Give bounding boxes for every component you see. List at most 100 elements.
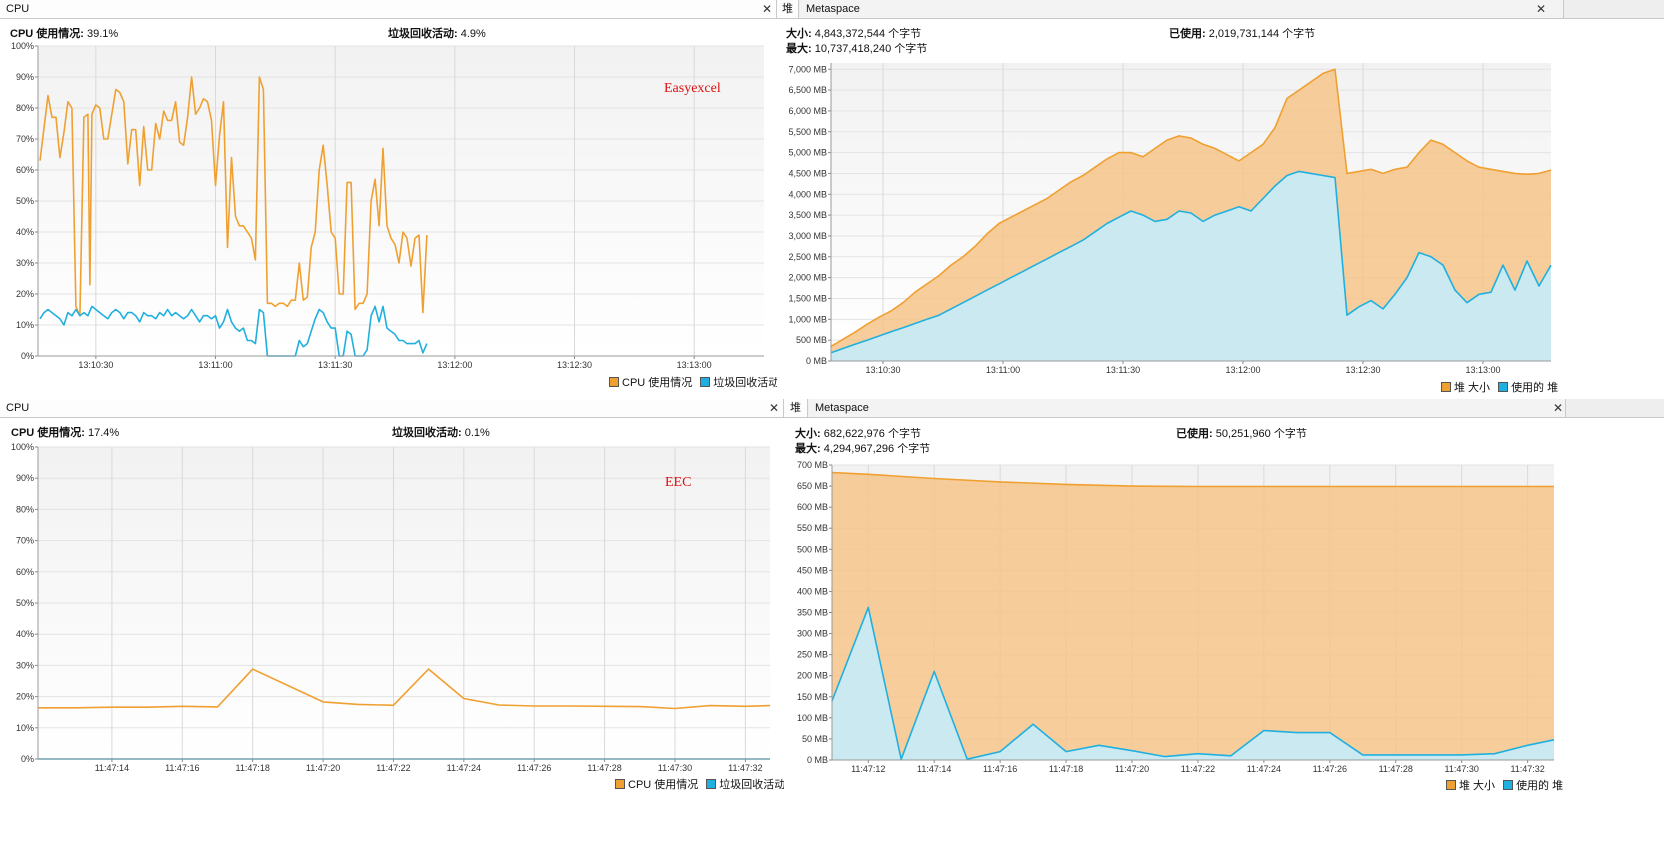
y-tick-label: 2,000 MB [788,273,827,283]
tab-cpu[interactable]: CPU [0,399,784,417]
x-tick-label: 11:47:20 [306,763,340,773]
tab-metaspace[interactable]: Metaspace [800,0,1564,18]
close-icon[interactable]: ✕ [1552,401,1564,415]
y-tick-label: 0% [21,351,34,361]
x-tick-label: 11:47:16 [165,763,199,773]
x-tick-label: 11:47:18 [235,763,269,773]
cpu-usage-stat: CPU 使用情况: 39.1% [10,27,118,42]
series-line [831,471,1554,488]
x-tick-label: 13:11:30 [318,360,352,370]
y-tick-label: 0% [21,754,34,764]
cpu-usage-value: 39.1% [87,28,119,40]
heap-panel-bottom: 堆 Metaspace ✕ 大小: 682,622,976 个字节 最大: 4,… [784,399,1664,849]
heap-used-label: 已使用: [1169,28,1206,40]
y-tick-label: 350 MB [797,608,828,618]
legend-swatch-gc [700,377,711,387]
x-tick-label: 13:11:00 [986,365,1020,375]
x-tick-label: 11:47:14 [917,764,951,774]
x-tick-label: 11:47:28 [1379,764,1413,774]
x-tick-label: 13:12:00 [437,360,472,370]
heap-chart-top: 0 MB 500 MB 1,000 MB 1,500 MB 2,000 MB 2,500 … [788,63,1552,375]
x-tick-label: 11:47:26 [1313,764,1347,774]
heap-chart-bottom: 0 MB 50 MB 100 MB 150 MB 200 MB 250 MB 300 MB 3… [797,460,1555,774]
y-tick-label: 0 MB [807,755,828,765]
y-tick-label: 30% [16,258,34,268]
y-tick-label: 3,000 MB [788,231,827,241]
y-tick-label: 4,000 MB [788,189,827,199]
legend-item-heap-used: 使用的 堆 [1503,777,1563,793]
x-tick-label: 13:13:00 [677,360,712,370]
y-tick-label: 5,000 MB [788,148,827,158]
y-tick-label: 2,500 MB [788,252,827,262]
tab-heap[interactable]: 堆 [777,0,799,18]
x-tick-label: 13:10:30 [865,365,900,375]
y-tick-label: 450 MB [797,565,828,575]
x-tick-label: 11:47:30 [658,763,692,773]
tab-bar: 堆 Metaspace ✕ [784,399,1664,418]
x-tick-label: 11:47:32 [1510,764,1544,774]
y-tick-label: 50 MB [802,734,828,744]
heap-used-stat: 已使用: 2,019,731,144 个字节 [1169,27,1315,42]
chart-legend: 堆 大小 使用的 堆 [1446,777,1563,793]
x-tick-label: 11:47:18 [1049,764,1083,774]
heap-max-label: 最大: [795,443,821,455]
y-tick-label: 200 MB [797,671,828,681]
legend-item-heap-used: 使用的 堆 [1498,379,1558,395]
y-tick-label: 6,500 MB [788,85,827,95]
y-tick-label: 6,000 MB [788,106,827,116]
legend-swatch-cpu [609,377,619,387]
heap-used-label: 已使用: [1176,428,1213,440]
legend-label-heap-used: 使用的 堆 [1516,780,1564,792]
y-tick-label: 100 MB [797,713,828,723]
heap-max-stat: 最大: 10,737,418,240 个字节 [786,42,927,57]
legend-label-heap-size: 堆 大小 [1459,780,1496,792]
chart-legend: CPU 使用情况 垃圾回收活动 [609,374,779,390]
y-tick-label: 150 MB [797,692,828,702]
tab-bar: CPU ✕ [0,399,784,418]
tab-cpu[interactable]: CPU [0,0,777,18]
x-tick-label: 13:12:00 [1225,365,1260,375]
close-icon[interactable]: ✕ [1535,2,1547,16]
x-tick-label: 13:12:30 [1345,365,1380,375]
cpu-panel-top: CPU ✕ CPU 使用情况: 39.1% 垃圾回收活动: 4.9% 0% 10%… [0,0,779,396]
legend-label-heap-used: 使用的 堆 [1511,382,1559,394]
y-tick-label: 1,000 MB [788,314,827,324]
y-tick-label: 40% [16,227,34,237]
y-tick-label: 400 MB [797,586,828,596]
x-tick-label: 11:47:12 [851,764,885,774]
heap-size-label: 大小: [795,428,821,440]
y-tick-label: 80% [16,504,34,514]
heap-size-stat: 大小: 682,622,976 个字节 [795,427,921,442]
y-tick-label: 50% [16,598,34,608]
legend-swatch-heap-used [1503,780,1514,790]
tab-bar: 堆 Metaspace ✕ [777,0,1664,19]
cpu-chart-top: 0% 10% 20% 30% 40% 50% 60% 70% 80% 90% 100% 13:10:3… [11,41,764,370]
cpu-usage-label: CPU 使用情况: [10,28,84,40]
x-tick-label: 11:47:32 [728,763,762,773]
y-tick-label: 4,500 MB [788,168,827,178]
x-tick-label: 11:47:20 [1115,764,1149,774]
legend-item-heap-size: 堆 大小 [1441,379,1490,395]
close-icon[interactable]: ✕ [768,401,780,415]
y-tick-label: 1,500 MB [788,293,827,303]
y-tick-label: 60% [16,567,34,577]
legend-label-gc: 垃圾回收活动 [713,377,780,389]
legend-item-cpu: CPU 使用情况 [609,374,692,390]
legend-label-gc: 垃圾回收活动 [719,779,786,791]
close-icon[interactable]: ✕ [761,2,773,16]
heap-used-value: 2,019,731,144 个字节 [1208,28,1316,40]
legend-item-cpu: CPU 使用情况 [615,776,698,792]
gc-activity-stat: 垃圾回收活动: 4.9% [388,27,486,42]
x-tick-label: 11:47:30 [1445,764,1479,774]
x-tick-label: 11:47:22 [376,763,410,773]
tab-heap[interactable]: 堆 [784,399,808,417]
gc-activity-value: 0.1% [464,427,490,439]
legend-item-heap-size: 堆 大小 [1446,777,1495,793]
tab-metaspace[interactable]: Metaspace [809,399,1566,417]
y-tick-label: 500 MB [797,544,828,554]
y-tick-label: 50% [16,196,34,206]
legend-swatch-heap-size [1441,382,1451,392]
legend-item-gc: 垃圾回收活动 [706,776,785,792]
chart-annotation: Easyexcel [664,81,721,96]
x-tick-label: 13:11:30 [1106,365,1140,375]
